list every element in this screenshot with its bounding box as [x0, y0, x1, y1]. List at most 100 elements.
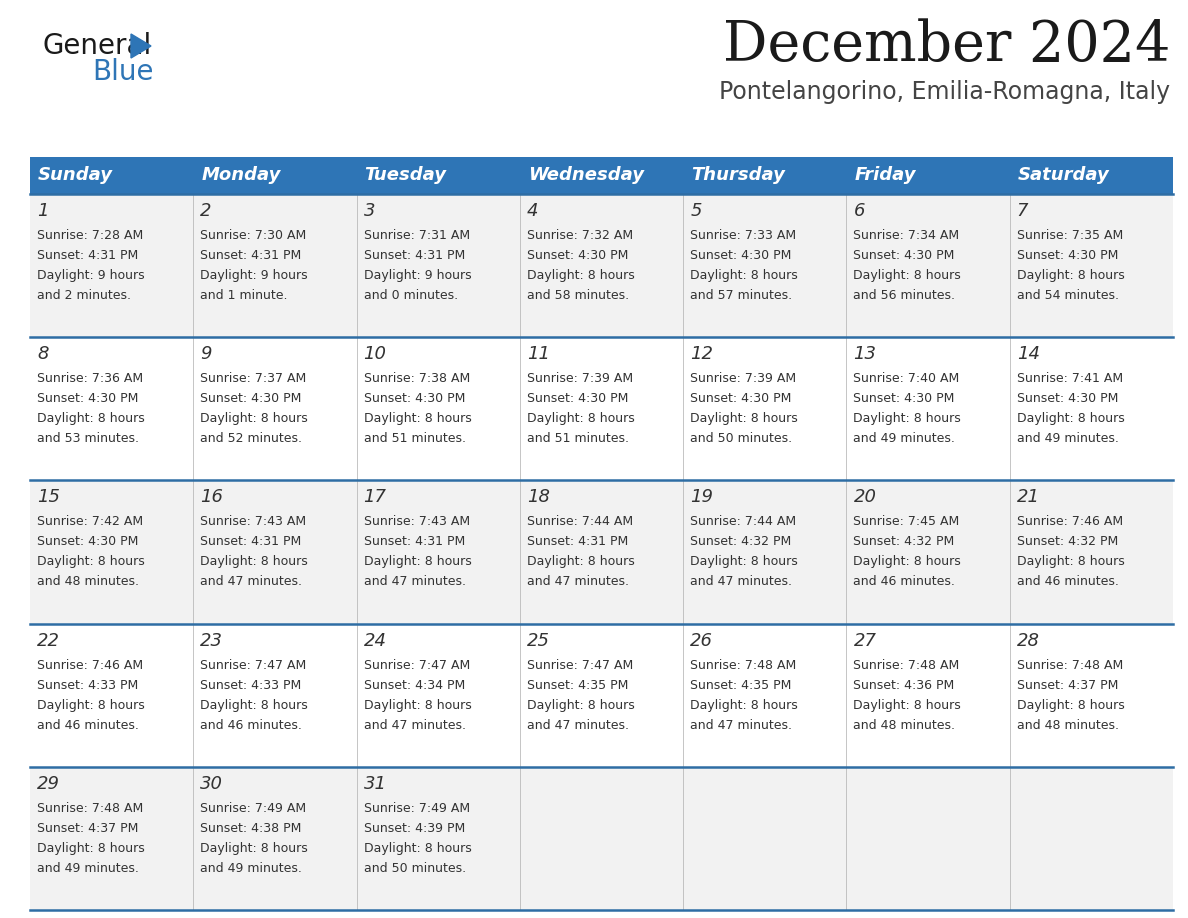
Text: 16: 16: [201, 488, 223, 507]
Text: Daylight: 8 hours: Daylight: 8 hours: [201, 842, 308, 855]
Text: Sunset: 4:31 PM: Sunset: 4:31 PM: [37, 249, 138, 262]
Text: Daylight: 8 hours: Daylight: 8 hours: [690, 412, 798, 425]
Text: Daylight: 8 hours: Daylight: 8 hours: [526, 412, 634, 425]
Text: 8: 8: [37, 345, 49, 364]
Text: Sunrise: 7:32 AM: Sunrise: 7:32 AM: [526, 229, 633, 242]
Text: and 46 minutes.: and 46 minutes.: [853, 576, 955, 588]
Text: General: General: [42, 32, 151, 60]
Text: Daylight: 8 hours: Daylight: 8 hours: [853, 269, 961, 282]
Text: Daylight: 8 hours: Daylight: 8 hours: [364, 842, 472, 855]
Text: Daylight: 9 hours: Daylight: 9 hours: [201, 269, 308, 282]
Text: Daylight: 8 hours: Daylight: 8 hours: [1017, 412, 1125, 425]
Text: Daylight: 8 hours: Daylight: 8 hours: [37, 842, 145, 855]
Text: Tuesday: Tuesday: [365, 166, 447, 185]
Text: Sunrise: 7:41 AM: Sunrise: 7:41 AM: [1017, 372, 1123, 386]
Text: Sunrise: 7:48 AM: Sunrise: 7:48 AM: [37, 801, 144, 815]
Polygon shape: [131, 34, 151, 58]
Text: Sunrise: 7:49 AM: Sunrise: 7:49 AM: [201, 801, 307, 815]
Text: Sunrise: 7:35 AM: Sunrise: 7:35 AM: [1017, 229, 1123, 242]
Text: 15: 15: [37, 488, 61, 507]
Text: Sunset: 4:38 PM: Sunset: 4:38 PM: [201, 822, 302, 834]
Text: Sunset: 4:37 PM: Sunset: 4:37 PM: [37, 822, 138, 834]
Bar: [30, 767, 1173, 910]
Text: and 0 minutes.: and 0 minutes.: [364, 289, 457, 302]
Text: Daylight: 8 hours: Daylight: 8 hours: [526, 699, 634, 711]
Text: and 47 minutes.: and 47 minutes.: [690, 719, 792, 732]
Text: 4: 4: [526, 202, 538, 220]
Text: 2: 2: [201, 202, 211, 220]
Text: Sunrise: 7:37 AM: Sunrise: 7:37 AM: [201, 372, 307, 386]
Text: Sunset: 4:30 PM: Sunset: 4:30 PM: [853, 392, 955, 405]
Text: Daylight: 8 hours: Daylight: 8 hours: [201, 699, 308, 711]
Text: Sunrise: 7:45 AM: Sunrise: 7:45 AM: [853, 515, 960, 529]
Text: Daylight: 8 hours: Daylight: 8 hours: [201, 555, 308, 568]
Text: and 48 minutes.: and 48 minutes.: [1017, 719, 1119, 732]
Text: Sunday: Sunday: [38, 166, 113, 185]
Text: Sunrise: 7:43 AM: Sunrise: 7:43 AM: [201, 515, 307, 529]
Text: Daylight: 8 hours: Daylight: 8 hours: [37, 412, 145, 425]
Text: and 47 minutes.: and 47 minutes.: [364, 719, 466, 732]
Text: Monday: Monday: [201, 166, 280, 185]
Text: and 49 minutes.: and 49 minutes.: [1017, 432, 1119, 445]
Text: Daylight: 8 hours: Daylight: 8 hours: [690, 699, 798, 711]
Text: Sunrise: 7:34 AM: Sunrise: 7:34 AM: [853, 229, 960, 242]
Text: Daylight: 8 hours: Daylight: 8 hours: [37, 555, 145, 568]
Bar: [30, 337, 1173, 480]
Text: Sunset: 4:32 PM: Sunset: 4:32 PM: [1017, 535, 1118, 548]
Text: Sunrise: 7:47 AM: Sunrise: 7:47 AM: [364, 658, 469, 672]
Text: Friday: Friday: [854, 166, 916, 185]
Text: Sunset: 4:30 PM: Sunset: 4:30 PM: [690, 392, 791, 405]
Text: 13: 13: [853, 345, 877, 364]
Text: Sunset: 4:32 PM: Sunset: 4:32 PM: [853, 535, 955, 548]
Text: and 58 minutes.: and 58 minutes.: [526, 289, 628, 302]
Text: Daylight: 8 hours: Daylight: 8 hours: [364, 555, 472, 568]
Text: Daylight: 8 hours: Daylight: 8 hours: [690, 269, 798, 282]
Text: and 53 minutes.: and 53 minutes.: [37, 432, 139, 445]
Text: Sunset: 4:35 PM: Sunset: 4:35 PM: [690, 678, 791, 691]
Text: Sunrise: 7:39 AM: Sunrise: 7:39 AM: [526, 372, 633, 386]
Text: Sunset: 4:31 PM: Sunset: 4:31 PM: [364, 535, 465, 548]
Text: Daylight: 8 hours: Daylight: 8 hours: [37, 699, 145, 711]
Text: Sunset: 4:30 PM: Sunset: 4:30 PM: [201, 392, 302, 405]
Text: Daylight: 8 hours: Daylight: 8 hours: [1017, 699, 1125, 711]
Text: and 51 minutes.: and 51 minutes.: [526, 432, 628, 445]
Text: 27: 27: [853, 632, 877, 650]
Text: 3: 3: [364, 202, 375, 220]
Text: 19: 19: [690, 488, 713, 507]
Text: 12: 12: [690, 345, 713, 364]
Text: Sunrise: 7:48 AM: Sunrise: 7:48 AM: [1017, 658, 1123, 672]
Text: Sunrise: 7:31 AM: Sunrise: 7:31 AM: [364, 229, 469, 242]
Text: Sunrise: 7:47 AM: Sunrise: 7:47 AM: [526, 658, 633, 672]
Text: and 50 minutes.: and 50 minutes.: [364, 862, 466, 875]
Text: and 47 minutes.: and 47 minutes.: [364, 576, 466, 588]
Text: 20: 20: [853, 488, 877, 507]
Text: and 50 minutes.: and 50 minutes.: [690, 432, 792, 445]
Text: Sunrise: 7:44 AM: Sunrise: 7:44 AM: [526, 515, 633, 529]
Text: Daylight: 8 hours: Daylight: 8 hours: [526, 269, 634, 282]
Text: Daylight: 8 hours: Daylight: 8 hours: [1017, 555, 1125, 568]
Text: and 48 minutes.: and 48 minutes.: [37, 576, 139, 588]
Bar: [30, 623, 1173, 767]
Bar: [30, 480, 1173, 623]
Text: Daylight: 8 hours: Daylight: 8 hours: [853, 699, 961, 711]
Text: Sunrise: 7:43 AM: Sunrise: 7:43 AM: [364, 515, 469, 529]
Text: Sunset: 4:34 PM: Sunset: 4:34 PM: [364, 678, 465, 691]
Text: Sunset: 4:36 PM: Sunset: 4:36 PM: [853, 678, 955, 691]
Text: Sunset: 4:30 PM: Sunset: 4:30 PM: [37, 535, 138, 548]
Text: 22: 22: [37, 632, 61, 650]
Text: Thursday: Thursday: [691, 166, 785, 185]
Text: Sunset: 4:31 PM: Sunset: 4:31 PM: [364, 249, 465, 262]
Text: 30: 30: [201, 775, 223, 793]
Text: and 46 minutes.: and 46 minutes.: [1017, 576, 1119, 588]
Text: 7: 7: [1017, 202, 1029, 220]
Text: 6: 6: [853, 202, 865, 220]
Text: 9: 9: [201, 345, 211, 364]
Text: Sunset: 4:33 PM: Sunset: 4:33 PM: [37, 678, 138, 691]
Text: Sunrise: 7:36 AM: Sunrise: 7:36 AM: [37, 372, 143, 386]
Text: 28: 28: [1017, 632, 1040, 650]
Text: 17: 17: [364, 488, 386, 507]
Text: 11: 11: [526, 345, 550, 364]
Text: Daylight: 8 hours: Daylight: 8 hours: [364, 412, 472, 425]
Text: Blue: Blue: [91, 58, 153, 86]
Text: Sunrise: 7:39 AM: Sunrise: 7:39 AM: [690, 372, 796, 386]
